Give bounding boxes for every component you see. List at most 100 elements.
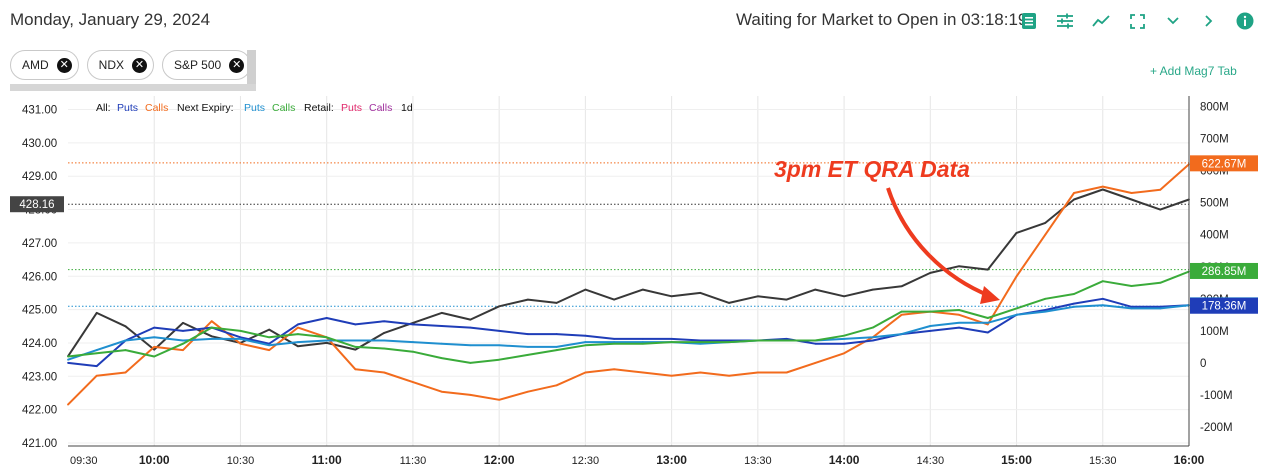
legend-all-puts[interactable]: Puts	[117, 102, 138, 114]
series-point	[584, 288, 587, 291]
series-point	[469, 394, 472, 396]
ticker-chips: AMD ✕ NDX ✕ S&P 500 ✕	[10, 50, 259, 90]
y-right-tick-label: -200M	[1200, 422, 1233, 434]
y-left-tick-label: 424.00	[22, 338, 57, 350]
series-point	[1073, 293, 1075, 295]
series-point	[958, 309, 960, 311]
series-point	[124, 371, 127, 374]
close-icon[interactable]: ✕	[132, 57, 148, 73]
series-point	[239, 336, 242, 339]
series-point	[95, 365, 98, 368]
legend-retail-label: Retail:	[304, 102, 334, 114]
series-point	[555, 302, 558, 304]
series-point	[641, 371, 644, 374]
legend-next-puts[interactable]: Puts	[244, 102, 265, 114]
y-left-tick-label: 429.00	[22, 171, 57, 183]
series-point	[1044, 233, 1047, 236]
series-point	[440, 390, 443, 393]
series-point	[641, 288, 644, 291]
series-point	[95, 349, 98, 351]
chips-scrollbar[interactable]	[10, 84, 256, 91]
fullscreen-icon[interactable]	[1124, 8, 1150, 34]
y-left-tick-label: 421.00	[22, 438, 57, 450]
series-point	[469, 326, 472, 329]
close-icon[interactable]: ✕	[229, 57, 245, 73]
series-point	[1159, 305, 1162, 308]
annotation-text: 3pm ET QRA Data	[774, 156, 970, 182]
y-right-tick-label: 400M	[1200, 230, 1229, 242]
series-point	[871, 326, 874, 329]
legend-all-label: All:	[96, 102, 111, 114]
series-point	[95, 352, 98, 355]
legend-next-label: Next Expiry:	[177, 102, 234, 114]
series-point	[124, 325, 127, 328]
add-mag7-tab-link[interactable]: + Add Mag7 Tab	[1150, 64, 1237, 78]
series-point	[1044, 221, 1047, 224]
legend-retail-puts[interactable]: Puts	[341, 102, 362, 114]
series-point	[1130, 285, 1133, 287]
series-point	[986, 317, 989, 319]
series-point	[1101, 280, 1104, 283]
series-point	[95, 312, 98, 314]
x-tick-label: 15:30	[1089, 455, 1117, 467]
series-point	[1159, 188, 1162, 191]
chip-sp500[interactable]: S&P 500 ✕	[162, 50, 252, 80]
legend-next-calls[interactable]: Calls	[272, 102, 295, 114]
series-point	[986, 331, 989, 334]
series-point	[297, 345, 299, 348]
series-point	[210, 337, 213, 340]
series-point	[641, 342, 644, 345]
x-tick-label: 11:30	[400, 455, 427, 467]
series-point	[354, 348, 357, 351]
series-point	[958, 265, 960, 268]
x-tick-label: 16:00	[1174, 453, 1205, 467]
y-right-tick-label: 800M	[1200, 102, 1229, 114]
list-icon[interactable]	[1016, 8, 1042, 34]
series-point	[440, 357, 443, 359]
series-point	[584, 344, 587, 347]
series-point	[297, 333, 299, 335]
chip-ndx[interactable]: NDX ✕	[86, 50, 155, 80]
series-point	[412, 350, 414, 353]
series-point	[1101, 304, 1104, 307]
annotation-arrow	[886, 187, 991, 298]
series-point	[124, 339, 127, 342]
series-point	[929, 329, 932, 332]
series-point	[1073, 192, 1075, 194]
series-point	[498, 358, 501, 361]
series-point	[153, 326, 156, 329]
series-point	[498, 305, 501, 308]
reference-lines	[68, 162, 1189, 307]
series-point	[785, 371, 788, 374]
series-point	[182, 322, 184, 324]
legend-retail-calls[interactable]: Calls	[369, 102, 392, 114]
x-tick-label: 10:00	[139, 453, 170, 467]
chip-amd[interactable]: AMD ✕	[10, 50, 79, 80]
chips-scrollbar-vertical[interactable]	[247, 50, 256, 84]
info-icon[interactable]	[1232, 8, 1258, 34]
chevron-right-icon[interactable]	[1196, 8, 1222, 34]
series-point	[1101, 185, 1104, 188]
legend-all-calls[interactable]: Calls	[145, 102, 168, 114]
series-point	[670, 337, 673, 340]
series-point	[670, 374, 673, 377]
series-point	[526, 298, 529, 301]
series-point	[498, 398, 501, 401]
chevron-down-icon[interactable]	[1160, 8, 1186, 34]
close-icon[interactable]: ✕	[56, 57, 72, 73]
sliders-icon[interactable]	[1052, 8, 1078, 34]
series-point	[498, 344, 501, 347]
legend-period[interactable]: 1d	[401, 102, 413, 114]
series-point	[469, 318, 472, 321]
y-left-tick-label: 427.00	[22, 238, 57, 250]
series-point	[900, 333, 903, 335]
series-point	[440, 325, 443, 327]
trend-line-icon[interactable]	[1088, 8, 1114, 34]
series-point	[1130, 198, 1133, 201]
series-point	[785, 339, 788, 342]
chip-label: NDX	[98, 58, 125, 72]
series-point	[297, 326, 299, 329]
y-right-tick-label: 0	[1200, 358, 1206, 370]
series-point	[1044, 310, 1047, 313]
series-point	[958, 313, 960, 316]
